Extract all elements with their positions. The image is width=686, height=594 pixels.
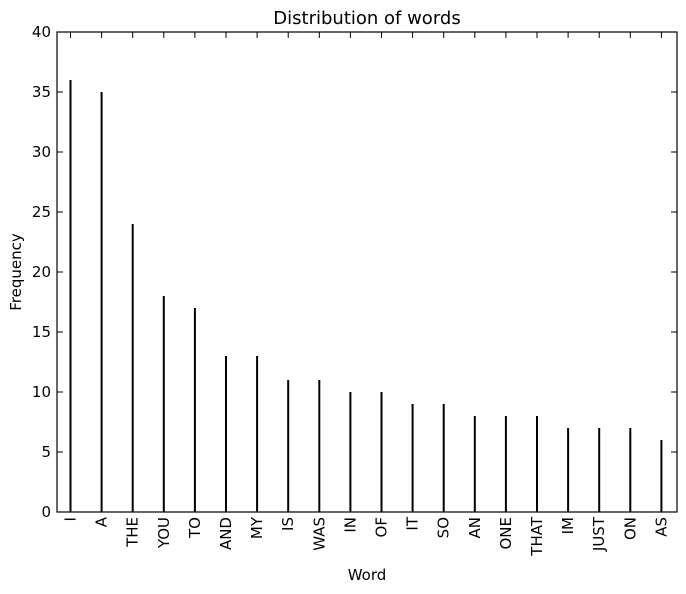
bar-it xyxy=(411,404,414,512)
x-tick-label: IN xyxy=(341,517,359,533)
bar-a xyxy=(100,92,103,512)
y-tick-label: 25 xyxy=(32,203,51,221)
x-tick-label: JUST xyxy=(590,516,608,552)
x-tick-label: IS xyxy=(279,517,297,531)
x-tick-label: THE xyxy=(124,517,142,548)
x-tick-label: I xyxy=(62,517,80,521)
y-tick-label: 40 xyxy=(32,23,51,41)
x-tick-label: ONE xyxy=(497,517,515,550)
x-tick-label: ON xyxy=(621,517,639,540)
x-tick-label: AND xyxy=(217,517,235,550)
y-tick-label: 35 xyxy=(32,83,51,101)
bar-that xyxy=(536,416,538,512)
bar-im xyxy=(567,428,570,512)
y-axis-ticks: 0 5 10 15 20 25 30 35 40 xyxy=(32,23,677,521)
x-tick-label: AN xyxy=(466,517,484,538)
x-tick-label: IM xyxy=(559,517,577,534)
bar-i xyxy=(69,80,72,512)
x-tick-label: WAS xyxy=(310,517,328,551)
plot-area-frame xyxy=(56,31,678,513)
x-tick-label: MY xyxy=(248,516,266,539)
y-tick-label: 30 xyxy=(32,143,51,161)
bar-one xyxy=(504,416,507,512)
y-tick-label: 0 xyxy=(41,503,51,521)
bar-to xyxy=(193,308,196,512)
y-tick-label: 10 xyxy=(32,383,51,401)
bar-just xyxy=(598,428,601,512)
y-tick-label: 5 xyxy=(41,443,51,461)
x-tick-label: YOU xyxy=(155,517,173,549)
bar-the xyxy=(131,224,134,512)
chart-title: Distribution of words xyxy=(273,8,460,29)
bar-in xyxy=(349,392,352,512)
x-tick-label: AS xyxy=(652,517,670,537)
x-tick-label: SO xyxy=(435,517,453,538)
bar-you xyxy=(162,296,165,512)
x-axis-label: Word xyxy=(348,566,387,584)
y-tick-label: 15 xyxy=(32,323,51,341)
bar-as xyxy=(660,440,663,512)
bar-on xyxy=(629,428,632,512)
y-axis-label: Frequency xyxy=(7,233,25,311)
x-tick-label: A xyxy=(93,516,111,527)
x-tick-label: OF xyxy=(373,517,391,537)
bar-so xyxy=(442,404,445,512)
y-tick-label: 20 xyxy=(32,263,51,281)
bar-and xyxy=(225,356,227,512)
bar-was xyxy=(318,380,321,512)
x-tick-label: THAT xyxy=(528,516,546,557)
x-axis-ticks: I A THE YOU TO AND MY IS WAS IN OF IT SO AN ONE THAT IM J… xyxy=(62,32,670,557)
bar-is xyxy=(287,380,290,512)
x-tick-label: IT xyxy=(404,516,422,530)
bar-an xyxy=(473,416,476,512)
bar-of xyxy=(380,392,383,512)
bar-my xyxy=(256,356,259,512)
bar-series xyxy=(69,80,663,512)
x-tick-label: TO xyxy=(186,517,204,539)
